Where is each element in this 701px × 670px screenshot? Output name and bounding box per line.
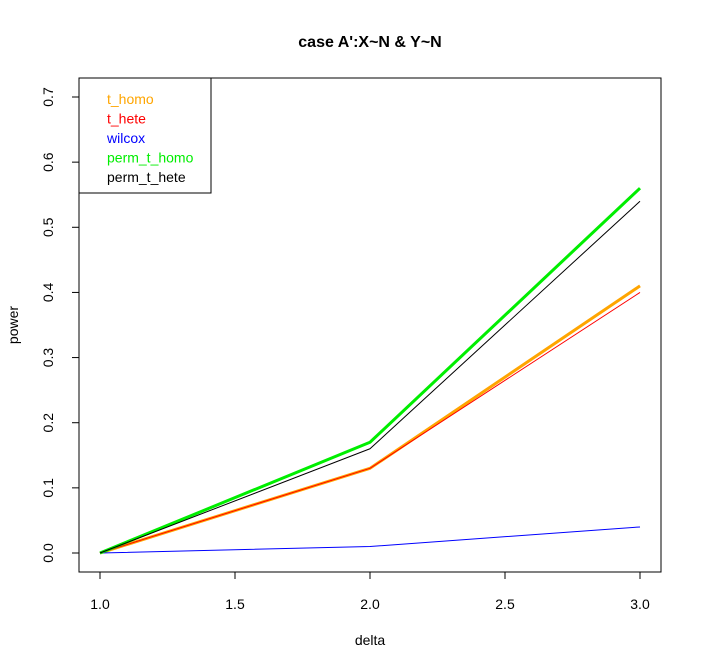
x-axis-label: delta	[355, 632, 386, 648]
y-axis-label: power	[5, 306, 21, 344]
y-tick-label: 0.4	[40, 282, 56, 302]
series-line-t-homo	[99, 284, 641, 555]
series-line-perm-t-hete	[99, 200, 641, 554]
y-tick-label: 0.0	[40, 543, 56, 563]
y-axis: 0.0 0.1 0.2 0.3 0.4 0.5 0.6 0.7	[40, 87, 80, 563]
legend-entry: wilcox	[106, 130, 145, 146]
series-line-t-hete	[99, 292, 641, 554]
x-tick-label: 3.0	[630, 596, 650, 612]
y-tick-label: 0.5	[40, 217, 56, 237]
x-tick-label: 1.5	[225, 596, 245, 612]
x-tick-label: 1.0	[90, 596, 110, 612]
chart-title: case A':X~N & Y~N	[298, 34, 441, 51]
legend-entry: perm_t_hete	[107, 169, 186, 185]
y-tick-label: 0.6	[40, 152, 56, 172]
series-line-wilcox	[99, 526, 641, 554]
series-line-perm-t-homo	[99, 187, 642, 555]
y-tick-label: 0.3	[40, 348, 56, 368]
series-layer	[99, 187, 642, 555]
legend-entry: t_homo	[107, 91, 154, 107]
y-tick-label: 0.7	[40, 87, 56, 107]
legend-entry: perm_t_homo	[107, 150, 194, 166]
x-axis: 1.0 1.5 2.0 2.5 3.0	[90, 571, 650, 612]
legend-entry: t_hete	[107, 111, 146, 127]
y-tick-label: 0.1	[40, 478, 56, 498]
y-tick-label: 0.2	[40, 413, 56, 433]
legend-box	[78, 77, 212, 194]
x-tick-label: 2.5	[495, 596, 515, 612]
x-tick-label: 2.0	[360, 596, 380, 612]
